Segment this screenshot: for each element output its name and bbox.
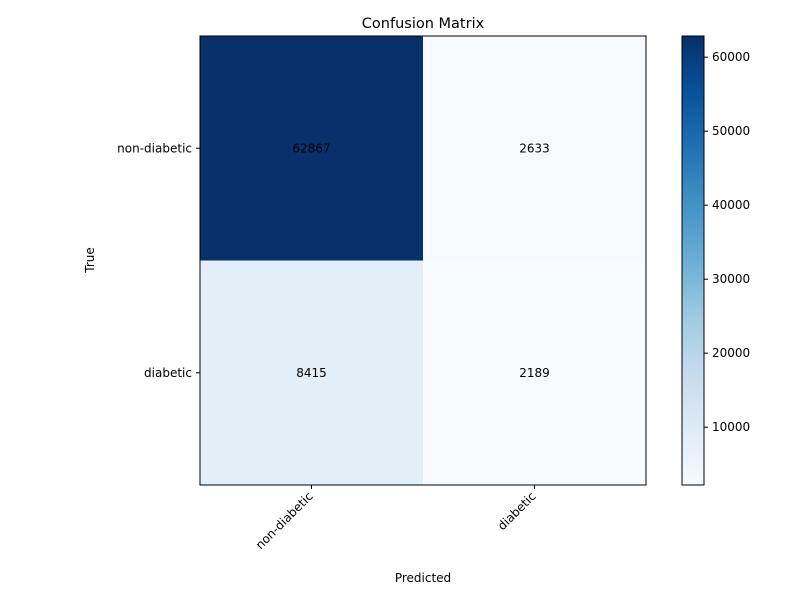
heatmap-cells <box>200 36 647 486</box>
y-tick-label: non-diabetic <box>117 141 192 155</box>
heatmap-cell <box>200 260 424 486</box>
heatmap-cell <box>200 36 424 261</box>
cell-value-label: 2189 <box>519 366 550 380</box>
colorbar-ticks: 10000 20000 30000 40000 50000 60000 <box>704 50 750 434</box>
colorbar-tick-label: 40000 <box>712 198 750 212</box>
y-tick-label: diabetic <box>144 366 192 380</box>
colorbar-tick-label: 30000 <box>712 272 750 286</box>
y-axis: non-diabetic diabetic <box>117 141 200 380</box>
heatmap-cell-labels: 62867 2633 8415 2189 <box>292 141 549 380</box>
x-axis: non-diabetic diabetic <box>253 485 539 552</box>
x-tick-label: diabetic <box>495 489 539 533</box>
colorbar-tick-label: 10000 <box>712 420 750 434</box>
colorbar-tick-label: 60000 <box>712 50 750 64</box>
cell-value-label: 2633 <box>519 141 550 155</box>
x-tick-label: non-diabetic <box>253 489 316 552</box>
cell-value-label: 62867 <box>292 141 330 155</box>
colorbar-tick-label: 20000 <box>712 346 750 360</box>
colorbar <box>681 35 705 486</box>
chart-title: Confusion Matrix <box>362 16 485 32</box>
heatmap-cell <box>423 36 647 261</box>
colorbar-tick-label: 50000 <box>712 124 750 138</box>
x-axis-label: Predicted <box>395 571 451 585</box>
heatmap-cell <box>423 260 647 486</box>
plot-frame <box>199 35 647 486</box>
cell-value-label: 8415 <box>296 366 327 380</box>
y-axis-label: True <box>83 247 97 274</box>
